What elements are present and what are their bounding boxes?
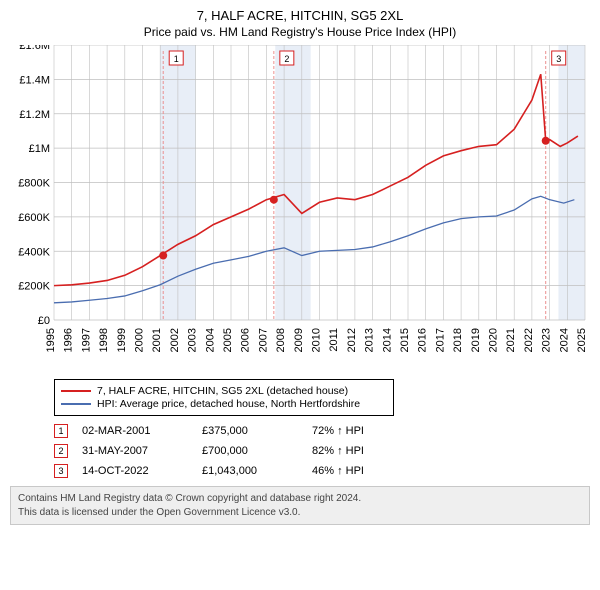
svg-text:£0: £0 <box>38 315 50 327</box>
svg-text:2022: 2022 <box>523 328 535 352</box>
svg-text:2008: 2008 <box>275 328 287 352</box>
svg-text:2006: 2006 <box>240 328 252 352</box>
svg-text:2: 2 <box>284 54 289 64</box>
event-marker-3: 3 <box>54 464 68 478</box>
svg-text:£800K: £800K <box>18 178 50 190</box>
svg-text:1995: 1995 <box>45 328 57 352</box>
legend-row-hpi: HPI: Average price, detached house, Nort… <box>61 398 387 410</box>
svg-text:2004: 2004 <box>204 328 216 352</box>
svg-text:£1.4M: £1.4M <box>19 74 50 86</box>
event-price: £375,000 <box>202 425 312 437</box>
legend-label: 7, HALF ACRE, HITCHIN, SG5 2XL (detached… <box>97 385 348 397</box>
svg-text:2003: 2003 <box>187 328 199 352</box>
svg-text:2005: 2005 <box>222 328 234 352</box>
svg-text:2000: 2000 <box>134 328 146 352</box>
event-row: 1 02-MAR-2001 £375,000 72% ↑ HPI <box>54 424 590 438</box>
event-marker-2: 2 <box>54 444 68 458</box>
page-subtitle: Price paid vs. HM Land Registry's House … <box>10 25 590 39</box>
legend-row-property: 7, HALF ACRE, HITCHIN, SG5 2XL (detached… <box>61 385 387 397</box>
event-pct: 72% ↑ HPI <box>312 425 364 437</box>
svg-text:3: 3 <box>556 54 561 64</box>
svg-text:2021: 2021 <box>505 328 517 352</box>
event-list: 1 02-MAR-2001 £375,000 72% ↑ HPI 2 31-MA… <box>54 424 590 478</box>
event-pct: 82% ↑ HPI <box>312 445 364 457</box>
event-date: 02-MAR-2001 <box>82 425 202 437</box>
svg-text:2001: 2001 <box>151 328 163 352</box>
event-pct: 46% ↑ HPI <box>312 465 364 477</box>
svg-text:2010: 2010 <box>311 328 323 352</box>
svg-text:£1.6M: £1.6M <box>19 45 50 52</box>
event-price: £700,000 <box>202 445 312 457</box>
svg-text:2017: 2017 <box>434 328 446 352</box>
license-line: Contains HM Land Registry data © Crown c… <box>18 492 582 506</box>
svg-text:2011: 2011 <box>328 328 340 352</box>
event-marker-1: 1 <box>54 424 68 438</box>
legend: 7, HALF ACRE, HITCHIN, SG5 2XL (detached… <box>54 379 394 416</box>
legend-line-property <box>61 390 91 392</box>
svg-text:1996: 1996 <box>63 328 75 352</box>
svg-text:2012: 2012 <box>346 328 358 352</box>
svg-text:£1M: £1M <box>29 143 50 155</box>
event-date: 31-MAY-2007 <box>82 445 202 457</box>
svg-text:1: 1 <box>174 54 179 64</box>
svg-text:2016: 2016 <box>417 328 429 352</box>
svg-text:2015: 2015 <box>399 328 411 352</box>
svg-text:£400K: £400K <box>18 246 50 258</box>
event-date: 14-OCT-2022 <box>82 465 202 477</box>
price-chart: £0 £200K £400K £600K £800K £1M £1.2M £1.4M £1.6M… <box>10 45 590 375</box>
svg-text:2024: 2024 <box>558 328 570 352</box>
svg-text:£600K: £600K <box>18 212 50 224</box>
svg-text:1997: 1997 <box>80 328 92 352</box>
svg-text:2023: 2023 <box>541 328 553 352</box>
svg-text:2018: 2018 <box>452 328 464 352</box>
svg-text:£200K: £200K <box>18 281 50 293</box>
legend-line-hpi <box>61 403 91 405</box>
event-row: 2 31-MAY-2007 £700,000 82% ↑ HPI <box>54 444 590 458</box>
svg-text:2007: 2007 <box>257 328 269 352</box>
svg-text:2025: 2025 <box>576 328 588 352</box>
license-note: Contains HM Land Registry data © Crown c… <box>10 486 590 525</box>
license-line: This data is licensed under the Open Gov… <box>18 506 582 520</box>
svg-text:2013: 2013 <box>364 328 376 352</box>
svg-text:2014: 2014 <box>381 328 393 352</box>
page-title: 7, HALF ACRE, HITCHIN, SG5 2XL <box>10 8 590 23</box>
svg-text:2019: 2019 <box>470 328 482 352</box>
event-row: 3 14-OCT-2022 £1,043,000 46% ↑ HPI <box>54 464 590 478</box>
svg-text:£1.2M: £1.2M <box>19 109 50 121</box>
svg-text:2020: 2020 <box>488 328 500 352</box>
svg-text:1999: 1999 <box>116 328 128 352</box>
event-price: £1,043,000 <box>202 465 312 477</box>
svg-text:2002: 2002 <box>169 328 181 352</box>
legend-label: HPI: Average price, detached house, Nort… <box>97 398 360 410</box>
svg-text:1998: 1998 <box>98 328 110 352</box>
svg-text:2009: 2009 <box>293 328 305 352</box>
